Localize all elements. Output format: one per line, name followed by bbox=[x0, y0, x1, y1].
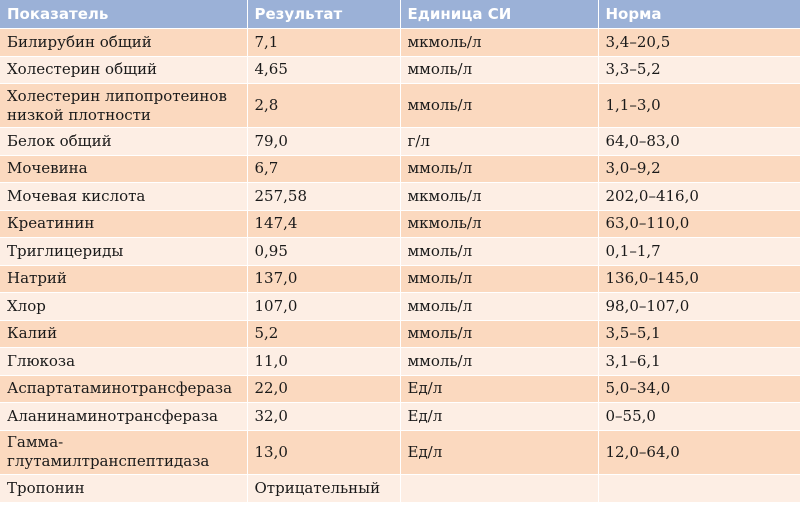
cell-unit: Ед/л bbox=[400, 402, 599, 431]
lab-results-table: Показатель Результат Единица СИ Норма Би… bbox=[0, 0, 800, 503]
cell-indicator: Хлор bbox=[0, 292, 248, 321]
cell-norm: 0,1–1,7 bbox=[598, 237, 800, 266]
header-row: Показатель Результат Единица СИ Норма bbox=[0, 0, 800, 29]
cell-indicator: Холестерин общий bbox=[0, 56, 248, 84]
cell-result: 137,0 bbox=[247, 265, 401, 293]
cell-norm: 98,0–107,0 bbox=[598, 292, 800, 321]
cell-result: 32,0 bbox=[247, 402, 401, 431]
cell-unit: ммоль/л bbox=[400, 155, 599, 183]
cell-result: 257,58 bbox=[247, 182, 401, 211]
table-row: Мочевая кислота 257,58 мкмоль/л 202,0–416,0 bbox=[0, 182, 800, 211]
cell-unit: г/л bbox=[400, 127, 599, 156]
cell-indicator: Билирубин общий bbox=[0, 28, 248, 57]
cell-result: 147,4 bbox=[247, 210, 401, 238]
cell-norm: 3,5–5,1 bbox=[598, 320, 800, 348]
cell-norm: 3,1–6,1 bbox=[598, 347, 800, 376]
cell-result: 79,0 bbox=[247, 127, 401, 156]
cell-norm bbox=[598, 474, 800, 503]
cell-norm: 202,0–416,0 bbox=[598, 182, 800, 211]
cell-unit: Ед/л bbox=[400, 375, 599, 403]
table-row: Билирубин общий 7,1 мкмоль/л 3,4–20,5 bbox=[0, 28, 800, 57]
cell-result: 11,0 bbox=[247, 347, 401, 376]
table-row: Мочевина 6,7 ммоль/л 3,0–9,2 bbox=[0, 155, 800, 183]
table-row: Хлор 107,0 ммоль/л 98,0–107,0 bbox=[0, 292, 800, 321]
cell-result: 0,95 bbox=[247, 237, 401, 266]
column-header-result: Результат bbox=[247, 0, 401, 29]
cell-unit: ммоль/л bbox=[400, 320, 599, 348]
cell-unit: мкмоль/л bbox=[400, 28, 599, 57]
cell-norm: 12,0–64,0 bbox=[598, 430, 800, 475]
cell-norm: 3,3–5,2 bbox=[598, 56, 800, 84]
table-row: Аланинаминотрансфераза 32,0 Ед/л 0–55,0 bbox=[0, 402, 800, 431]
cell-norm: 3,0–9,2 bbox=[598, 155, 800, 183]
table-row: Аспартатаминотрансфераза 22,0 Ед/л 5,0–34,0 bbox=[0, 375, 800, 403]
cell-result: 6,7 bbox=[247, 155, 401, 183]
cell-indicator: Холестерин липопротеинов низкой плотност… bbox=[0, 83, 248, 128]
cell-unit: ммоль/л bbox=[400, 83, 599, 128]
cell-norm: 5,0–34,0 bbox=[598, 375, 800, 403]
cell-result: 22,0 bbox=[247, 375, 401, 403]
table-header: Показатель Результат Единица СИ Норма bbox=[0, 0, 800, 29]
cell-unit: ммоль/л bbox=[400, 265, 599, 293]
table-row: Креатинин 147,4 мкмоль/л 63,0–110,0 bbox=[0, 210, 800, 238]
column-header-norm: Норма bbox=[598, 0, 800, 29]
cell-result: 107,0 bbox=[247, 292, 401, 321]
cell-unit: Ед/л bbox=[400, 430, 599, 475]
cell-unit: ммоль/л bbox=[400, 237, 599, 266]
cell-norm: 136,0–145,0 bbox=[598, 265, 800, 293]
cell-indicator: Аланинаминотрансфераза bbox=[0, 402, 248, 431]
cell-result: 13,0 bbox=[247, 430, 401, 475]
cell-indicator: Мочевая кислота bbox=[0, 182, 248, 211]
table-row: Натрий 137,0 ммоль/л 136,0–145,0 bbox=[0, 265, 800, 293]
table-row: Холестерин липопротеинов низкой плотност… bbox=[0, 83, 800, 128]
cell-result: 7,1 bbox=[247, 28, 401, 57]
table-row: Гамма-глутамилтранспептидаза 13,0 Ед/л 12,0… bbox=[0, 430, 800, 475]
cell-norm: 64,0–83,0 bbox=[598, 127, 800, 156]
cell-result: 2,8 bbox=[247, 83, 401, 128]
cell-unit: ммоль/л bbox=[400, 56, 599, 84]
cell-indicator: Калий bbox=[0, 320, 248, 348]
table-row: Глюкоза 11,0 ммоль/л 3,1–6,1 bbox=[0, 347, 800, 376]
cell-indicator: Глюкоза bbox=[0, 347, 248, 376]
column-header-unit: Единица СИ bbox=[400, 0, 599, 29]
cell-norm: 63,0–110,0 bbox=[598, 210, 800, 238]
cell-indicator: Аспартатаминотрансфераза bbox=[0, 375, 248, 403]
cell-unit: мкмоль/л bbox=[400, 182, 599, 211]
cell-indicator: Тропонин bbox=[0, 474, 248, 503]
cell-result: 5,2 bbox=[247, 320, 401, 348]
column-header-indicator: Показатель bbox=[0, 0, 248, 29]
cell-norm: 1,1–3,0 bbox=[598, 83, 800, 128]
table-row: Белок общий 79,0 г/л 64,0–83,0 bbox=[0, 127, 800, 156]
cell-norm: 3,4–20,5 bbox=[598, 28, 800, 57]
cell-indicator: Гамма-глутамилтранспептидаза bbox=[0, 430, 248, 475]
table-row: Холестерин общий 4,65 ммоль/л 3,3–5,2 bbox=[0, 56, 800, 84]
cell-indicator: Креатинин bbox=[0, 210, 248, 238]
cell-unit bbox=[400, 474, 599, 503]
cell-indicator: Натрий bbox=[0, 265, 248, 293]
cell-result: Отрицательный bbox=[247, 474, 401, 503]
table-row: Тропонин Отрицательный bbox=[0, 474, 800, 503]
cell-unit: ммоль/л bbox=[400, 292, 599, 321]
cell-unit: ммоль/л bbox=[400, 347, 599, 376]
table-row: Триглицериды 0,95 ммоль/л 0,1–1,7 bbox=[0, 237, 800, 266]
table-row: Калий 5,2 ммоль/л 3,5–5,1 bbox=[0, 320, 800, 348]
cell-indicator: Триглицериды bbox=[0, 237, 248, 266]
cell-result: 4,65 bbox=[247, 56, 401, 84]
cell-indicator: Белок общий bbox=[0, 127, 248, 156]
cell-unit: мкмоль/л bbox=[400, 210, 599, 238]
cell-indicator: Мочевина bbox=[0, 155, 248, 183]
cell-norm: 0–55,0 bbox=[598, 402, 800, 431]
table-body: Билирубин общий 7,1 мкмоль/л 3,4–20,5 Холест… bbox=[0, 28, 800, 503]
